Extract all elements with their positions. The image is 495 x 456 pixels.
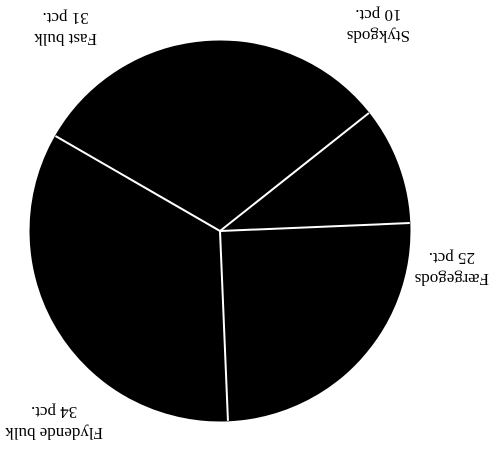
slice-label-faergegods: Færgegods 25 pct. (415, 248, 489, 290)
slice-label-flydende-bulk: Flydende bulk 34 pct. (5, 402, 103, 444)
slice-percent: 31 pct. (42, 9, 89, 28)
pie-slice-f-rgegods (219, 222, 411, 422)
pie-slice-stykgods (218, 112, 411, 232)
slice-label-fast-bulk: Fast bulk 31 pct. (34, 8, 97, 50)
slice-percent: 25 pct. (428, 249, 475, 268)
slice-separator (219, 222, 410, 232)
slice-separator (54, 135, 221, 232)
slice-separator (219, 230, 229, 421)
slice-label-stykgods: Stykgods 10 pct. (347, 5, 410, 47)
slice-percent: 10 pct. (355, 6, 402, 25)
slice-name: Flydende bulk (5, 424, 103, 443)
slice-percent: 34 pct. (30, 403, 78, 422)
slice-name: Færgegods (414, 270, 489, 289)
slice-name: Fast bulk (34, 30, 97, 49)
slice-separator (219, 112, 370, 232)
slice-name: Stykgods (346, 27, 410, 46)
pie-slice-fast-bulk (54, 40, 370, 232)
